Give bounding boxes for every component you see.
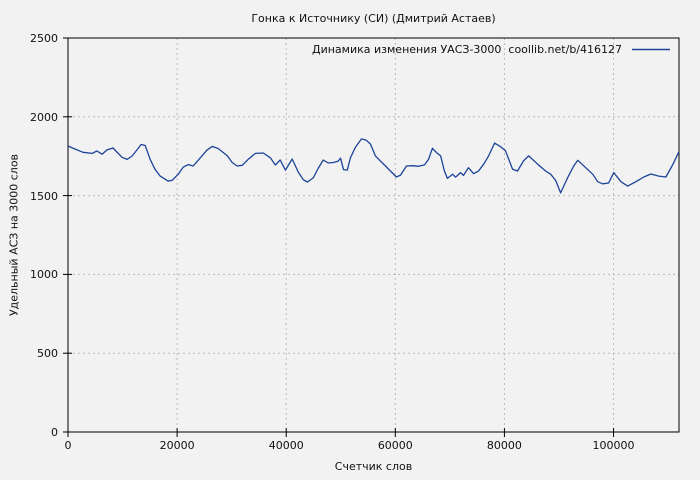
y-tick-label: 1500 xyxy=(30,189,58,203)
legend-label: Динамика изменения УАСЗ-3000 coollib.net… xyxy=(312,43,622,56)
x-tick-label: 20000 xyxy=(159,439,195,452)
x-tick-label: 60000 xyxy=(377,439,413,452)
x-tick-label: 40000 xyxy=(268,439,304,452)
y-tick-label: 2000 xyxy=(30,110,58,124)
x-tick-label: 100000 xyxy=(592,439,635,452)
y-tick-label: 500 xyxy=(37,347,58,361)
series-line xyxy=(67,138,680,194)
chart-title: Гонка к Источнику (СИ) (Дмитрий Астаев) xyxy=(251,12,496,25)
x-tick-label: 0 xyxy=(64,439,72,452)
x-axis-label: Счетчик слов xyxy=(334,460,413,473)
x-tick-label: 80000 xyxy=(486,439,522,452)
y-tick-label: 2500 xyxy=(30,32,58,45)
y-tick-label: 0 xyxy=(51,426,58,439)
plot-border xyxy=(67,37,680,433)
y-axis-label: Удельный АСЗ на 3000 слов xyxy=(7,153,21,317)
y-tick-label: 1000 xyxy=(30,268,58,282)
